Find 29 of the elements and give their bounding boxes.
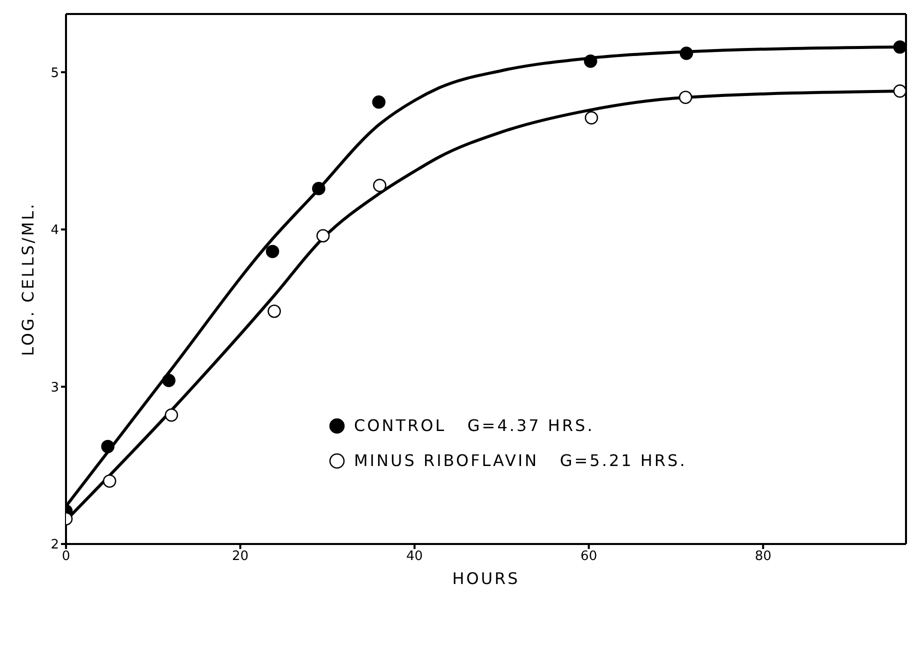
x-tick-label: 0 [62, 549, 70, 564]
point [372, 95, 386, 109]
legend-label: MINUS RIBOFLAVIN G=5.21 HRS. [354, 451, 687, 470]
point [102, 474, 116, 488]
y-tick-label: 3 [50, 380, 59, 396]
point [101, 440, 114, 454]
point [373, 178, 386, 192]
point [312, 182, 326, 196]
point [162, 374, 176, 388]
point [584, 111, 598, 124]
x-tick-label: 20 [232, 549, 249, 564]
y-tick-label: 5 [50, 66, 59, 81]
point [268, 304, 281, 318]
point [893, 84, 906, 98]
point [584, 54, 598, 68]
point [678, 90, 692, 104]
x-tick-label: 40 [406, 549, 423, 564]
point [266, 244, 280, 258]
point [164, 408, 178, 422]
point [680, 46, 694, 60]
y-tick-label: 2 [50, 538, 59, 553]
x-axis-title: HOURS [452, 569, 520, 588]
legend-label: CONTROL G=4.37 HRS. [354, 416, 594, 435]
x-tick-label: 80 [754, 549, 772, 564]
point [893, 40, 906, 54]
y-axis-title: LOG. CELLS/ML. [18, 202, 38, 356]
point [316, 229, 330, 242]
y-tick-label: 4 [50, 223, 59, 238]
x-tick-label: 60 [580, 549, 598, 564]
